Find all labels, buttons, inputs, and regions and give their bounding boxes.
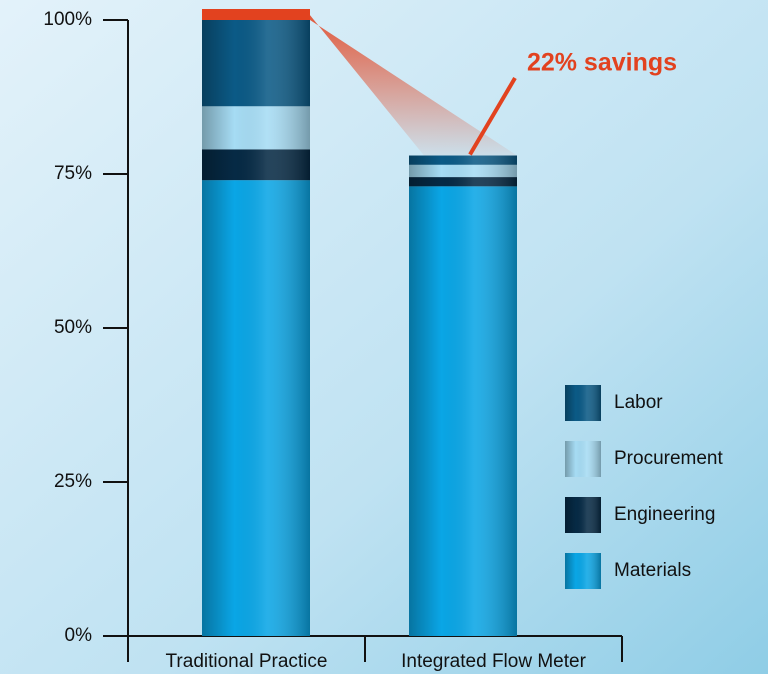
x-tick-label: Traditional Practice [166, 651, 328, 672]
legend-swatch-shade [565, 385, 601, 421]
y-tick-label: 75% [54, 163, 92, 184]
removed-cost [202, 9, 310, 20]
legend-swatch-shade [565, 441, 601, 477]
annotation-pointer [468, 76, 517, 156]
legend-swatch-shade [565, 553, 601, 589]
y-tick-label: 0% [65, 625, 93, 646]
y-tick-label: 50% [54, 317, 92, 338]
bar-shade [409, 155, 517, 636]
savings-wedge [305, 9, 517, 156]
legend-label: Procurement [614, 448, 723, 469]
legend-label: Materials [614, 560, 691, 581]
y-tick-label: 25% [54, 471, 92, 492]
legend-label: Engineering [614, 504, 715, 525]
annotation: 22% savings [527, 49, 677, 77]
bar-shade [202, 20, 310, 636]
legend-label: Labor [614, 392, 663, 413]
y-tick-label: 100% [43, 9, 92, 30]
x-tick-label: Integrated Flow Meter [401, 651, 586, 672]
legend-swatch-shade [565, 497, 601, 533]
